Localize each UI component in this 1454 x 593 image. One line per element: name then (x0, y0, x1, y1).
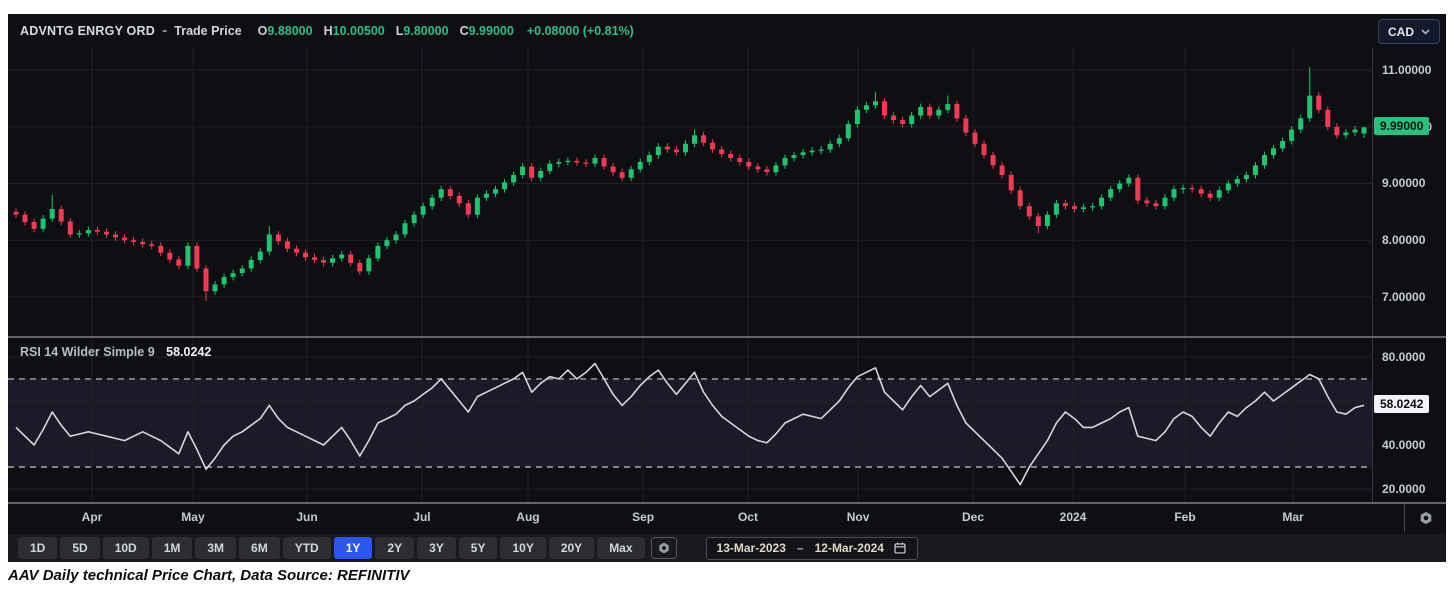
period-button-10y[interactable]: 10Y (500, 537, 546, 559)
axis-settings-button[interactable] (1404, 504, 1446, 532)
period-button-max[interactable]: Max (597, 537, 645, 559)
ohlc-key: O (257, 24, 268, 38)
panel-divider[interactable] (8, 336, 1446, 338)
period-button-1d[interactable]: 1D (18, 537, 58, 559)
period-button-6m[interactable]: 6M (239, 537, 280, 559)
chart-widget: ADVNTG ENRGY ORD - Trade Price O9.88000 H… (8, 14, 1446, 562)
rsi-axis-label: 40.0000 (1382, 437, 1426, 452)
rsi-axis[interactable]: 58.0242 80.0000 40.0000 20.0000 (1372, 338, 1446, 502)
time-axis-label: Nov (846, 510, 870, 524)
panel-divider[interactable] (8, 502, 1446, 504)
price-axis-label: 8.00000 (1382, 233, 1426, 248)
ohlc-item: H10.00500 (324, 24, 385, 38)
time-axis-label: Oct (737, 510, 758, 524)
period-button-1m[interactable]: 1M (151, 537, 193, 559)
rsi-panel[interactable]: RSI 14 Wilder Simple 9 58.0242 (8, 338, 1372, 502)
series-label: Trade Price (174, 24, 242, 38)
currency-selector[interactable]: CAD (1378, 19, 1440, 44)
time-axis-label: Apr (81, 510, 103, 524)
ohlc-value: 9.80000 (403, 24, 449, 38)
period-button-20y[interactable]: 20Y (548, 537, 595, 559)
price-axis-label: 7.00000 (1382, 289, 1426, 304)
time-axis-label: Jun (296, 510, 318, 524)
time-axis-label: May (181, 510, 205, 524)
symbol-name: ADVNTG ENRGY ORD (20, 24, 155, 38)
rsi-legend: RSI 14 Wilder Simple 9 58.0242 (20, 345, 211, 359)
price-axis[interactable]: 9.99000 11.0000010.000009.000008.000007.… (1372, 48, 1446, 336)
period-button-5y[interactable]: 5Y (458, 537, 498, 559)
header-separator: - (161, 22, 168, 39)
period-button-3m[interactable]: 3M (195, 537, 237, 559)
toolbar-settings-button[interactable] (650, 537, 677, 559)
time-axis-label: Sep (632, 510, 655, 524)
date-range-picker[interactable]: 13-Mar-2023 – 12-Mar-2024 (705, 536, 918, 560)
period-button-1y[interactable]: 1Y (333, 537, 373, 559)
price-axis-label: 11.00000 (1382, 63, 1432, 78)
time-axis-label: Mar (1282, 510, 1304, 524)
time-axis-label: Dec (962, 510, 985, 524)
calendar-icon (894, 542, 906, 554)
date-range-start: 13-Mar-2023 (716, 541, 786, 555)
time-axis-label: Aug (516, 510, 540, 524)
rsi-value-badge: 58.0242 (1374, 395, 1430, 414)
time-axis-label: Jul (413, 510, 431, 524)
ohlc-item: L9.80000 (396, 24, 449, 38)
period-button-5d[interactable]: 5D (60, 537, 100, 559)
price-axis-label: 9.00000 (1382, 176, 1426, 191)
period-button-10d[interactable]: 10D (102, 537, 149, 559)
ohlc-value: 9.88000 (267, 24, 313, 38)
rsi-axis-label: 80.0000 (1382, 349, 1426, 364)
price-panel[interactable] (8, 48, 1372, 336)
chart-caption: AAV Daily technical Price Chart, Data So… (8, 567, 410, 584)
time-axis-label: Feb (1174, 510, 1196, 524)
ohlc-item: O9.88000 (258, 24, 313, 38)
ohlc-value: 10.00500 (332, 24, 385, 38)
ohlc-key: C (459, 24, 469, 38)
chevron-down-icon (1421, 28, 1430, 35)
date-range-separator: – (796, 541, 804, 555)
currency-label: CAD (1388, 24, 1414, 39)
rsi-label: RSI 14 Wilder Simple 9 (20, 345, 155, 359)
ohlc-values: O9.88000 H10.00500 L9.80000 C9.99000 (258, 22, 525, 40)
chart-header: ADVNTG ENRGY ORD - Trade Price O9.88000 H… (8, 14, 1446, 48)
rsi-value: 58.0242 (166, 345, 212, 359)
period-button-group: 1D 5D 10D 1M 3M 6M YTD 1Y 2Y 3Y 5Y 10Y 20Y Max (18, 537, 645, 559)
rsi-axis-label: 20.0000 (1382, 482, 1426, 496)
gear-icon (658, 542, 669, 554)
date-range-end: 12-Mar-2024 (814, 541, 884, 555)
ohlc-value: 9.99000 (468, 24, 514, 38)
period-button-ytd[interactable]: YTD (282, 537, 331, 559)
time-axis[interactable]: Apr May Jun Jul Aug Sep Oct Nov Dec 2024 Feb Mar (8, 504, 1372, 532)
last-price-badge: 9.99000 (1374, 117, 1430, 136)
gear-icon (1420, 511, 1431, 525)
price-change: +0.08000 (+0.81%) (526, 24, 634, 38)
period-button-3y[interactable]: 3Y (417, 537, 456, 559)
time-axis-label: 2024 (1059, 510, 1087, 524)
ohlc-key: L (395, 24, 404, 38)
period-button-2y[interactable]: 2Y (375, 537, 415, 559)
ohlc-item: C9.99000 (460, 24, 514, 38)
period-toolbar: 1D 5D 10D 1M 3M 6M YTD 1Y 2Y 3Y 5Y 10Y 20Y Max 13-Mar… (8, 534, 1446, 562)
ohlc-key: H (323, 24, 333, 38)
